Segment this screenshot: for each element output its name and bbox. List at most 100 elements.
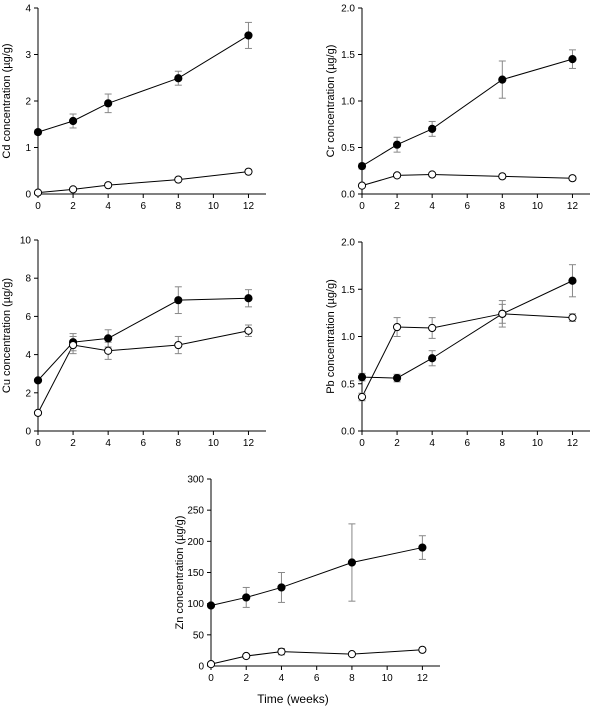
y-tick-label: 0 — [25, 190, 31, 201]
x-tick-label: 10 — [208, 201, 220, 212]
data-point-open — [244, 167, 253, 176]
data-point-open — [68, 340, 78, 350]
x-tick-label: 10 — [532, 438, 544, 449]
data-point-open — [392, 171, 402, 180]
x-tick-label: 2 — [394, 201, 400, 212]
x-tick-label: 12 — [243, 201, 255, 212]
data-point-open — [568, 174, 577, 183]
y-tick-label: 0.0 — [341, 190, 355, 201]
data-point-open — [418, 645, 427, 654]
y-tick-label: 200 — [187, 537, 204, 548]
data-point-filled — [418, 543, 427, 552]
x-tick-label: 4 — [105, 438, 111, 449]
x-tick-label: 10 — [532, 201, 544, 212]
y-tick-label: 2 — [25, 388, 31, 399]
y-tick-label: 1.5 — [341, 285, 355, 296]
data-point-filled — [242, 593, 251, 602]
data-point-filled — [568, 276, 577, 285]
x-tick-label: 6 — [140, 201, 146, 212]
y-tick-label: 300 — [187, 475, 204, 486]
data-point-open — [104, 346, 113, 355]
x-tick-label: 12 — [417, 673, 429, 684]
x-tick-label: 8 — [176, 201, 182, 212]
series-line-1 — [37, 297, 249, 381]
data-point-filled — [104, 99, 113, 108]
y-axis-title: Cu concentration (µg/g) — [1, 278, 13, 393]
x-tick-label: 0 — [359, 438, 365, 449]
y-axis-title: Cd concentration (µg/g) — [1, 43, 13, 158]
x-tick-label: 0 — [359, 201, 365, 212]
data-point-filled — [104, 334, 113, 343]
data-point-filled — [428, 124, 437, 133]
data-point-open — [392, 322, 402, 332]
data-point-filled — [68, 116, 78, 126]
series-line-1 — [361, 58, 573, 167]
y-tick-label: 1 — [25, 143, 31, 154]
data-point-open — [33, 188, 43, 197]
y-tick-label: 8 — [25, 274, 31, 285]
figure-x-axis-title: Time (weeks) — [257, 692, 329, 706]
y-tick-label: 1.0 — [341, 332, 355, 343]
x-tick-label: 12 — [567, 201, 579, 212]
y-tick-label: 100 — [187, 599, 204, 610]
y-tick-label: 2 — [25, 97, 31, 108]
y-axis-title: Cr concentration (µg/g) — [325, 45, 337, 158]
data-point-filled — [277, 583, 286, 592]
data-point-filled — [244, 294, 253, 303]
x-tick-label: 2 — [70, 201, 76, 212]
panel-cu: 0 2 4 6 8 10 12 0 2 4 6 8 10 Cu concentration (µg/g) — [1, 236, 266, 449]
data-point-filled — [498, 75, 507, 84]
data-point-filled — [174, 74, 183, 83]
data-point-open — [68, 185, 78, 194]
y-tick-label: 250 — [187, 506, 204, 517]
data-point-open — [347, 650, 357, 659]
data-point-filled — [568, 55, 577, 64]
x-tick-label: 0 — [35, 201, 41, 212]
y-tick-label: 3 — [25, 50, 31, 61]
x-tick-label: 2 — [70, 438, 76, 449]
data-point-open — [428, 170, 437, 179]
x-tick-label: 0 — [208, 673, 214, 684]
y-tick-label: 0.5 — [341, 143, 355, 154]
data-point-open — [568, 313, 577, 322]
x-tick-label: 8 — [349, 673, 355, 684]
x-tick-label: 8 — [500, 438, 506, 449]
x-tick-label: 6 — [464, 438, 470, 449]
y-tick-label: 1.0 — [341, 97, 355, 108]
y-tick-label: 4 — [25, 350, 31, 361]
series-line-1 — [361, 280, 573, 379]
data-point-filled — [33, 128, 43, 137]
x-tick-label: 4 — [429, 201, 435, 212]
data-point-open — [242, 651, 251, 661]
data-point-open — [244, 326, 253, 335]
data-point-open — [174, 340, 183, 350]
data-point-filled — [206, 601, 216, 610]
data-point-open — [206, 660, 216, 669]
y-tick-label: 0 — [198, 662, 204, 673]
data-point-filled — [392, 140, 402, 149]
data-point-open — [357, 181, 367, 190]
y-tick-label: 0.0 — [341, 427, 355, 438]
data-point-filled — [357, 373, 367, 382]
panel-pb: 0 2 4 6 8 10 12 0.0 0.5 1.0 1.5 2.0 Pb concentration… — [325, 238, 590, 449]
data-point-open — [277, 647, 286, 656]
x-tick-label: 6 — [314, 673, 320, 684]
data-point-open — [498, 172, 507, 181]
x-tick-label: 6 — [464, 201, 470, 212]
x-tick-label: 10 — [208, 438, 220, 449]
y-tick-label: 2.0 — [341, 238, 355, 249]
series-line-1 — [37, 35, 249, 133]
data-point-filled — [357, 162, 367, 171]
data-point-open — [428, 323, 437, 333]
data-point-open — [357, 392, 367, 402]
data-point-open — [104, 181, 113, 190]
data-point-filled — [428, 354, 437, 363]
x-tick-label: 6 — [140, 438, 146, 449]
x-tick-label: 4 — [429, 438, 435, 449]
data-point-open — [498, 309, 507, 318]
x-tick-label: 2 — [243, 673, 249, 684]
y-tick-label: 50 — [193, 630, 205, 641]
x-tick-label: 8 — [176, 438, 182, 449]
